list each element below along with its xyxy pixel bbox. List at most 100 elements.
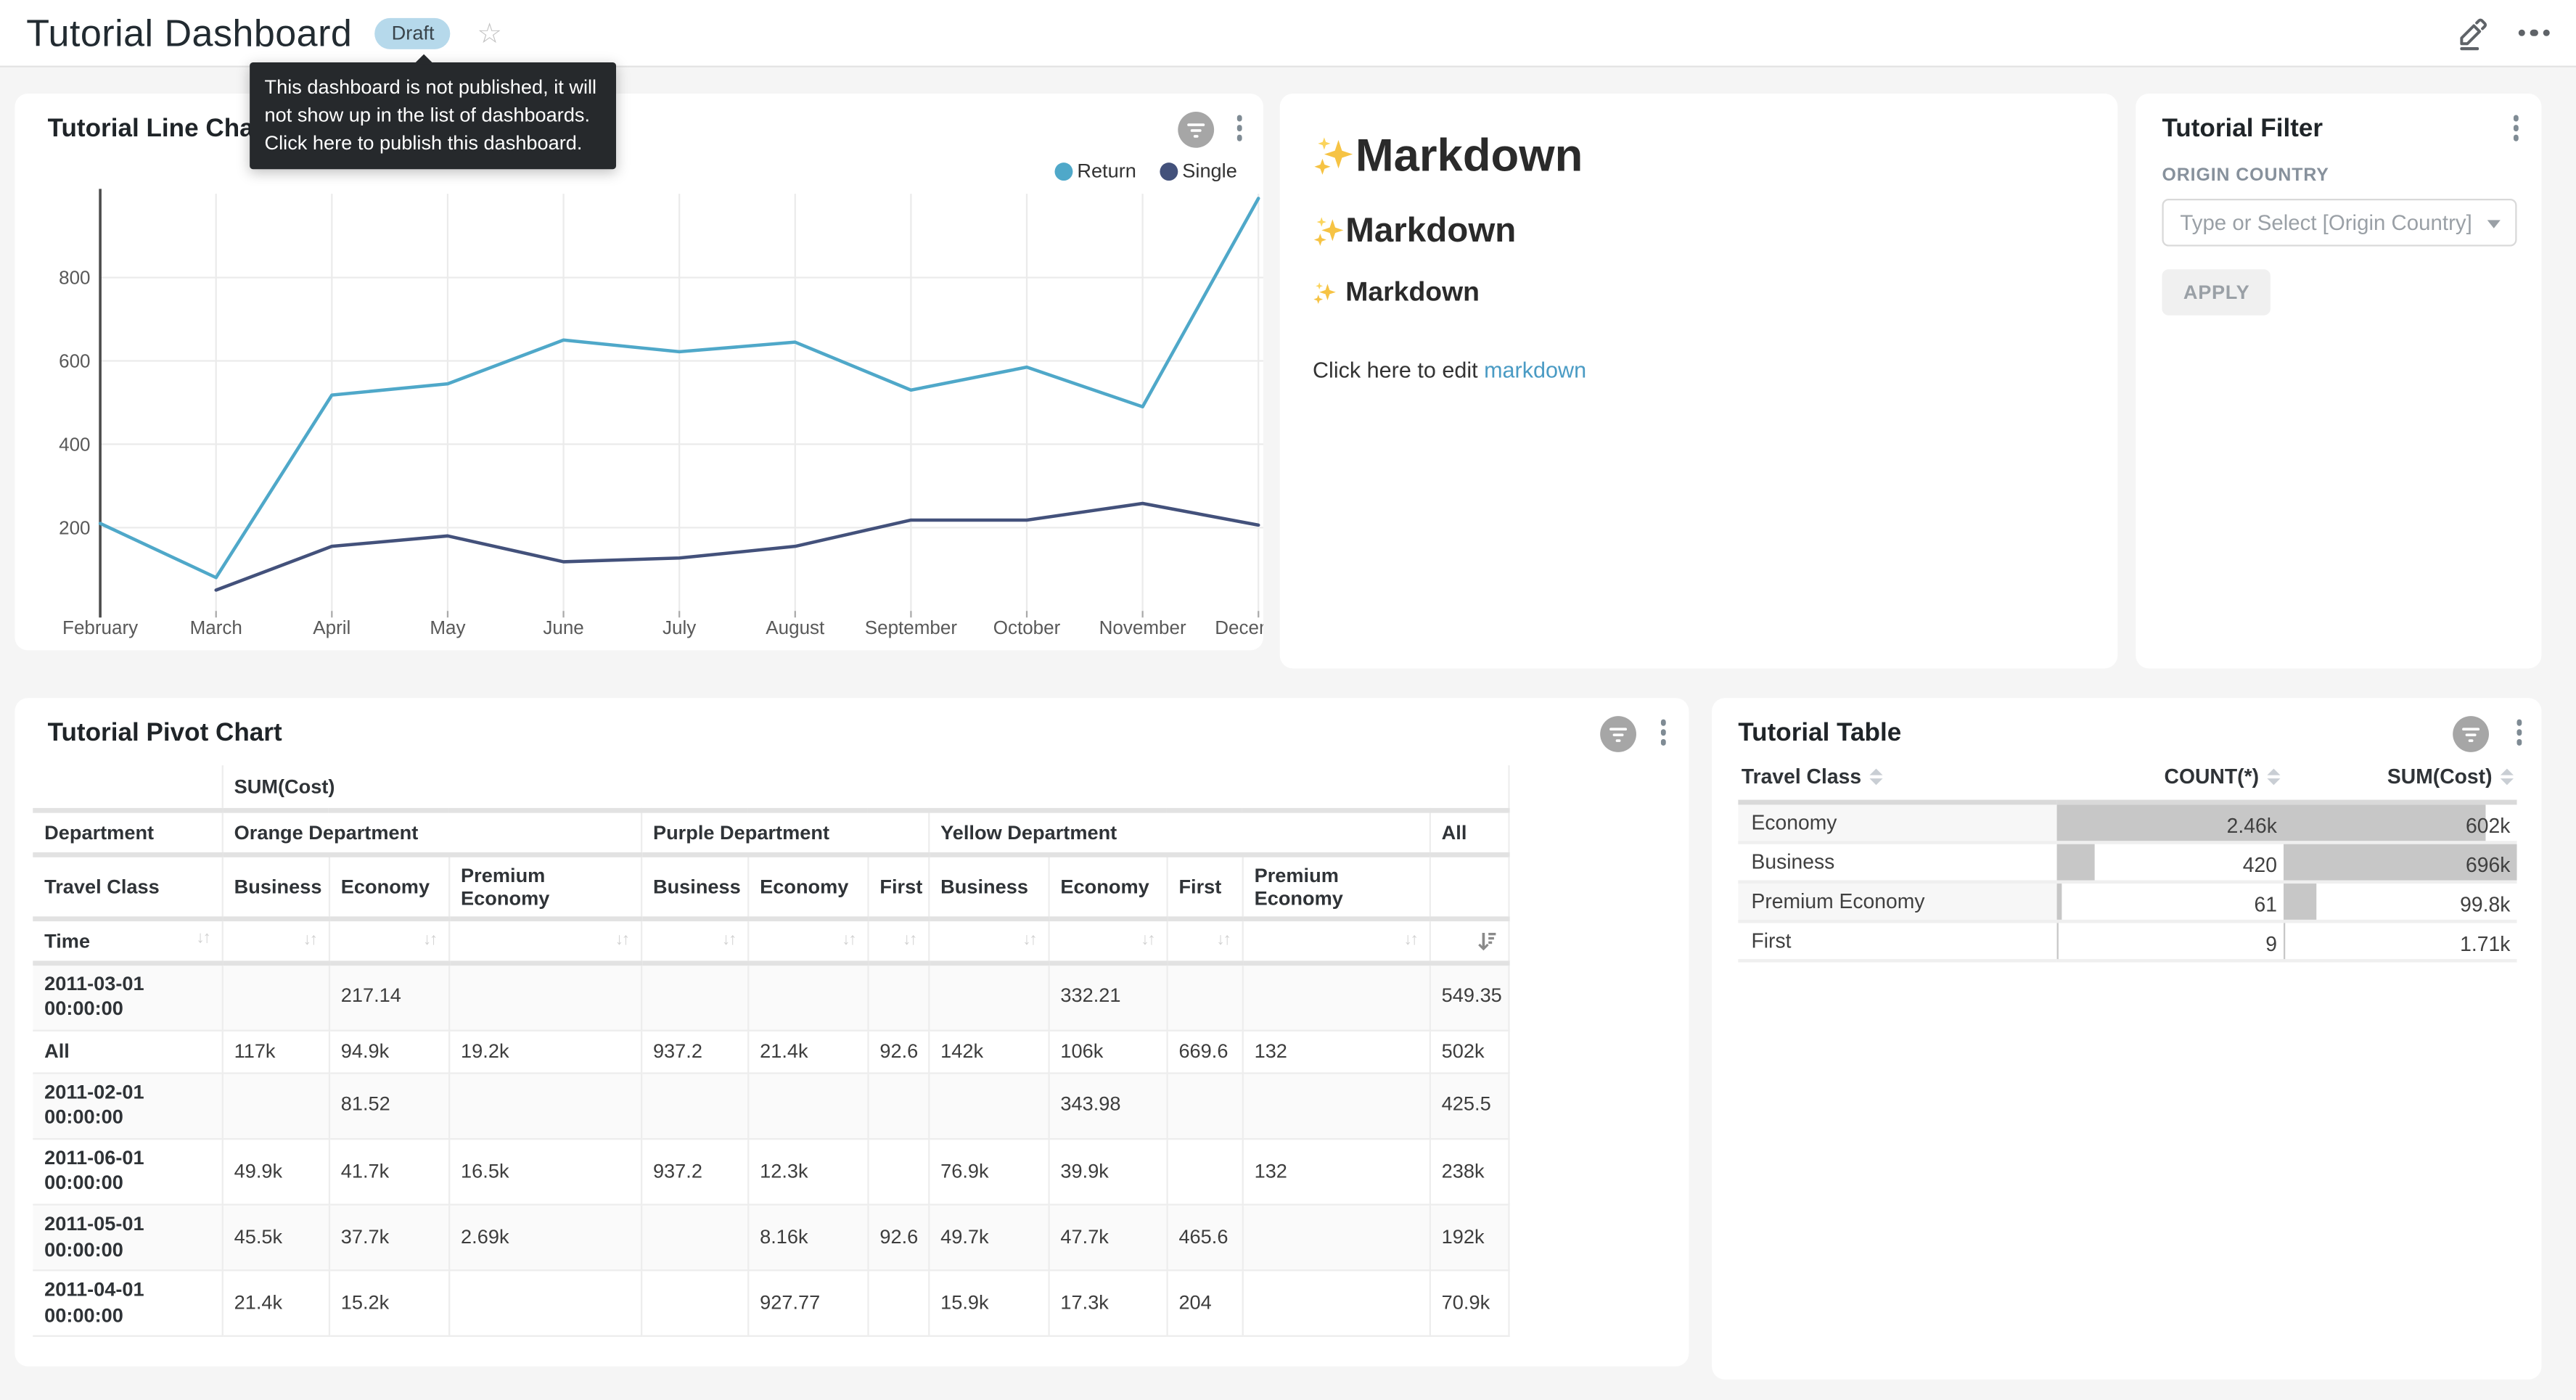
sparkles-icon xyxy=(1313,217,1344,247)
pivot-time-row: Time ↓↑ ↓↑ ↓↑ ↓↑ ↓↑ ↓↑ ↓↑ ↓↑ ↓↑ ↓↑ ↓↑ xyxy=(33,918,1509,965)
svg-text:October: October xyxy=(993,617,1061,638)
sort-icon[interactable]: ↓↑ xyxy=(842,931,856,950)
count-bar xyxy=(2056,843,2096,880)
sort-icon[interactable]: ↓↑ xyxy=(1141,931,1155,950)
page-title: Tutorial Dashboard xyxy=(26,10,353,54)
markdown-edit-link[interactable]: markdown xyxy=(1484,358,1587,383)
svg-text:400: 400 xyxy=(59,433,90,455)
favorite-star-icon[interactable]: ☆ xyxy=(477,17,502,49)
dept-purple: Purple Department xyxy=(640,810,930,857)
sort-carets-icon xyxy=(1869,769,1883,785)
pivot-class-row: Travel Class Business Economy Premium Ec… xyxy=(33,854,1509,921)
pivot-row: 2011-04-01 00:00:00 21.4k 15.2k 927.77 15… xyxy=(33,1270,1509,1338)
filter-menu-icon[interactable] xyxy=(2512,115,2519,141)
dashboard-header: Tutorial Dashboard Draft ☆ xyxy=(0,0,2576,67)
line-chart-plot[interactable]: 200 400 600 800 February March April May June Jul… xyxy=(15,94,1263,651)
sort-carets-icon xyxy=(2267,769,2281,785)
line-chart-card: Tutorial Line Chart Return Single 200 400… xyxy=(15,94,1264,651)
pivot-chart-card: Tutorial Pivot Chart SUM(Cost) xyxy=(15,698,1689,1367)
sort-icon[interactable]: ↓↑ xyxy=(903,931,917,950)
chart-menu-icon[interactable] xyxy=(1236,115,1242,141)
pivot-table: SUM(Cost) Department Orange Department P… xyxy=(33,765,1511,1338)
sort-icon[interactable]: ↓↑ xyxy=(422,931,438,950)
sum-bar xyxy=(2284,843,2517,880)
data-table: Travel Class COUNT(*) SUM(Cost) Economy … xyxy=(1738,757,2517,962)
pivot-row: 2011-05-01 00:00:00 45.5k 37.7k 2.69k 8.1… xyxy=(33,1204,1509,1272)
table-row[interactable]: Economy 2.46k 602k xyxy=(1738,802,2517,844)
markdown-h1: Markdown xyxy=(1313,130,2085,182)
chart-title: Tutorial Line Chart xyxy=(47,115,273,143)
pivot-measure-row: SUM(Cost) xyxy=(33,765,1509,812)
sort-icon[interactable]: ↓↑ xyxy=(1403,931,1419,950)
header-actions xyxy=(2453,16,2550,51)
svg-text:September: September xyxy=(865,617,958,638)
table-row[interactable]: Business 420 696k xyxy=(1738,841,2517,883)
sum-bar xyxy=(2284,882,2317,919)
table-row[interactable]: Premium Economy 61 99.8k xyxy=(1738,881,2517,923)
svg-text:800: 800 xyxy=(59,267,90,289)
origin-country-label: ORIGIN COUNTRY xyxy=(2162,165,2329,186)
table-card: Tutorial Table Travel Class COUNT(*) SUM… xyxy=(1712,698,2542,1380)
sparkles-icon xyxy=(1313,282,1336,304)
sort-icon[interactable]: ↓↑ xyxy=(1216,931,1231,950)
legend-item-single[interactable]: Single xyxy=(1159,160,1237,182)
sort-icon[interactable]: ↓↑ xyxy=(615,931,630,950)
filter-card: Tutorial Filter ORIGIN COUNTRY Type or S… xyxy=(2136,94,2542,669)
col-header-travel-class[interactable]: Travel Class xyxy=(1742,765,2054,788)
svg-text:August: August xyxy=(766,617,825,638)
cross-filter-icon[interactable] xyxy=(1178,111,1215,148)
sort-icon[interactable]: ↓↑ xyxy=(1022,931,1037,950)
apply-button[interactable]: APPLY xyxy=(2162,269,2271,316)
return-series-dot xyxy=(1054,162,1072,180)
svg-text:600: 600 xyxy=(59,350,90,372)
markdown-card: Markdown Markdown Markdown Click here to… xyxy=(1279,94,2118,669)
single-series-dot xyxy=(1159,162,1178,180)
chart-legend: Return Single xyxy=(1054,160,1237,182)
pivot-row: 2011-03-01 00:00:00 217.14 332.21 549.35 xyxy=(33,962,1509,1032)
legend-item-return[interactable]: Return xyxy=(1054,160,1136,182)
chart-menu-icon[interactable] xyxy=(1660,719,1666,745)
markdown-paragraph: Click here to edit markdown xyxy=(1312,358,1587,383)
markdown-h3: Markdown xyxy=(1313,278,2085,309)
pivot-dept-row: Department Orange Department Purple Depa… xyxy=(33,810,1509,857)
pivot-row: 2011-06-01 00:00:00 49.9k 41.7k 16.5k 937.… xyxy=(33,1138,1509,1206)
sort-icon[interactable]: ↓↑ xyxy=(722,931,737,950)
count-bar xyxy=(2056,804,2284,841)
draft-badge[interactable]: Draft xyxy=(375,17,451,49)
edit-dashboard-icon[interactable] xyxy=(2453,16,2488,51)
svg-text:February: February xyxy=(62,617,138,638)
sort-icon[interactable]: ↓↑ xyxy=(196,928,211,947)
table-title: Tutorial Table xyxy=(1738,719,1902,748)
filter-title: Tutorial Filter xyxy=(2162,115,2323,143)
sort-icon[interactable]: ↓↑ xyxy=(303,931,318,950)
cross-filter-icon[interactable] xyxy=(2453,716,2490,752)
svg-text:March: March xyxy=(190,617,242,638)
count-bar xyxy=(2056,922,2059,959)
chevron-down-icon xyxy=(2487,220,2501,228)
col-header-sum-cost[interactable]: SUM(Cost) xyxy=(2287,765,2514,788)
svg-text:200: 200 xyxy=(59,516,90,538)
sort-desc-active-icon[interactable] xyxy=(1429,918,1509,965)
svg-text:July: July xyxy=(663,617,696,638)
sparkles-icon xyxy=(1314,137,1353,175)
table-row[interactable]: First 9 1.71k xyxy=(1738,920,2517,962)
svg-text:June: June xyxy=(543,617,583,638)
origin-country-select[interactable]: Type or Select [Origin Country] xyxy=(2162,198,2517,247)
dept-yellow: Yellow Department xyxy=(928,810,1430,857)
chart-menu-icon[interactable] xyxy=(2516,719,2522,745)
sort-carets-icon xyxy=(2500,769,2514,785)
pivot-title: Tutorial Pivot Chart xyxy=(47,719,282,748)
svg-text:November: November xyxy=(1099,617,1186,638)
pivot-row: All 117k 94.9k 19.2k 937.2 21.4k 92.6 142k 1… xyxy=(33,1029,1509,1074)
svg-text:December: December xyxy=(1215,617,1263,638)
more-menu-icon[interactable] xyxy=(2517,29,2550,37)
publish-tooltip: This dashboard is not published, it will… xyxy=(250,54,617,170)
col-header-count[interactable]: COUNT(*) xyxy=(2060,765,2281,788)
cross-filter-icon[interactable] xyxy=(1600,716,1636,752)
svg-text:April: April xyxy=(313,617,350,638)
dept-orange: Orange Department xyxy=(221,810,642,857)
sum-bar xyxy=(2284,804,2486,841)
measure-header: SUM(Cost) xyxy=(221,765,1509,812)
dept-all: All xyxy=(1429,810,1509,857)
